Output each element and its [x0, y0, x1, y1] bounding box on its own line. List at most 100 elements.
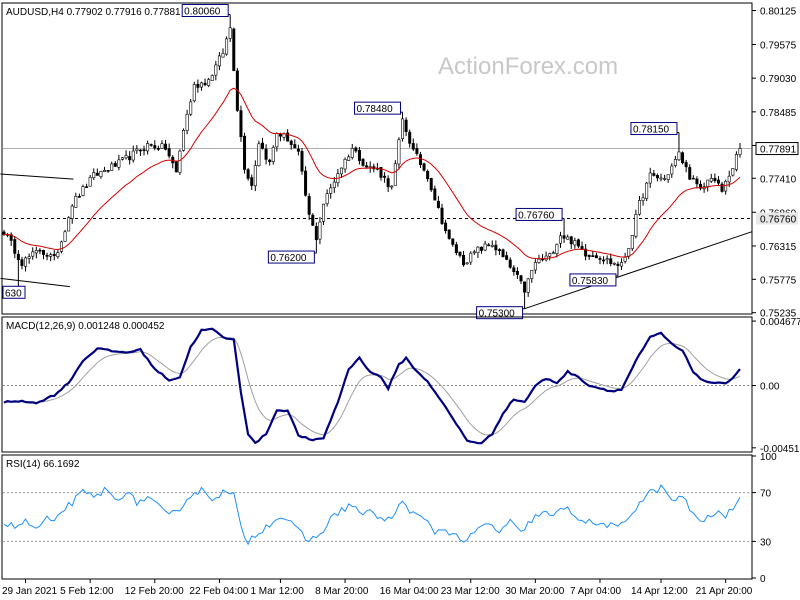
candle-body — [584, 248, 588, 257]
price-annotations: 0.80060 0.78480 0.76200 0.75300 0.76760 0.758… — [2, 4, 679, 320]
candle — [63, 229, 67, 242]
candle-body — [210, 75, 214, 81]
candle-body — [677, 151, 681, 161]
trendlines — [0, 173, 753, 310]
candle — [515, 267, 519, 280]
candle-body — [691, 177, 695, 180]
candle-body — [88, 176, 92, 187]
candle — [24, 256, 28, 272]
candle-body — [537, 258, 541, 263]
candle-body — [530, 270, 534, 279]
candle — [95, 168, 99, 176]
candle-body — [620, 262, 624, 267]
candle — [645, 181, 649, 202]
candle-body — [138, 149, 142, 152]
candle-body — [533, 262, 537, 271]
candle-body — [56, 252, 60, 258]
candle-body — [490, 244, 494, 247]
annotation-label: 630 — [5, 288, 22, 299]
candle-body — [555, 244, 559, 255]
candle-body — [52, 253, 56, 256]
time-tick-label: 23 Mar 12:00 — [441, 586, 500, 597]
annotation-box — [630, 122, 678, 136]
candle-body — [454, 244, 458, 253]
candle — [422, 162, 426, 172]
candle-body — [149, 144, 153, 146]
candle-body — [415, 148, 419, 155]
candle — [196, 79, 200, 93]
candle — [167, 143, 171, 159]
candles — [2, 14, 742, 309]
annotation-box — [476, 306, 524, 320]
candle — [214, 60, 218, 81]
candle-body — [480, 246, 484, 251]
candle-body — [185, 114, 189, 131]
candle — [530, 270, 534, 283]
candle — [210, 74, 214, 81]
candle — [684, 159, 688, 173]
candle-body — [623, 257, 627, 262]
candle — [67, 216, 71, 232]
candle-body — [243, 135, 247, 170]
candle-body — [103, 170, 107, 172]
candle-body — [271, 147, 275, 162]
candle-body — [594, 255, 598, 259]
candle — [304, 166, 308, 197]
candle-body — [300, 151, 304, 172]
candle — [523, 281, 527, 309]
price-tick-label: 0.75235 — [760, 309, 797, 320]
candle-body — [379, 166, 383, 178]
candle-body — [602, 259, 606, 262]
candle — [325, 189, 329, 207]
candle — [189, 98, 193, 116]
candle — [411, 138, 415, 152]
candle — [350, 143, 354, 160]
candle — [519, 274, 523, 285]
candle-body — [612, 262, 616, 265]
candle-body — [307, 196, 311, 215]
candle-body — [156, 148, 160, 150]
candle — [357, 146, 361, 165]
candle-body — [494, 244, 498, 251]
candle — [436, 196, 440, 209]
candle — [34, 246, 38, 259]
candle-body — [501, 249, 505, 258]
candle-body — [515, 271, 519, 275]
candle-body — [469, 252, 473, 263]
candle — [117, 154, 121, 171]
rsi-tick-label: 100 — [760, 452, 777, 463]
candle-body — [734, 154, 738, 170]
candle-body — [41, 249, 45, 255]
symbol-ohlc-label: AUDUSD,H4 0.77902 0.77916 0.77881 0.7789… — [6, 7, 220, 18]
candle — [713, 173, 717, 183]
candle-body — [34, 250, 38, 254]
candle — [551, 250, 555, 255]
dashed-level-tag: 0.76760 — [756, 212, 798, 225]
price-annotation: 0.75830 — [569, 273, 618, 287]
candle — [52, 250, 56, 261]
candle — [469, 251, 473, 265]
candle — [289, 139, 293, 150]
candle — [393, 160, 397, 186]
annotation-label: 0.80060 — [184, 7, 221, 18]
annotation-box — [569, 273, 617, 287]
candle-body — [221, 53, 225, 58]
candle-body — [253, 165, 257, 187]
candle-body — [652, 173, 656, 176]
candle — [246, 167, 250, 181]
candle-body — [641, 197, 645, 201]
candle-body — [361, 159, 365, 166]
candle-body — [354, 147, 358, 152]
candle — [476, 246, 480, 258]
candle — [113, 161, 117, 167]
candle — [655, 173, 659, 182]
candle — [444, 219, 448, 234]
candle-body — [164, 143, 168, 150]
candle-body — [418, 154, 422, 166]
candle-body — [433, 188, 437, 201]
candle — [307, 193, 311, 220]
candle — [512, 265, 516, 276]
candle — [228, 14, 232, 43]
candle — [293, 139, 297, 149]
candle — [677, 132, 681, 161]
